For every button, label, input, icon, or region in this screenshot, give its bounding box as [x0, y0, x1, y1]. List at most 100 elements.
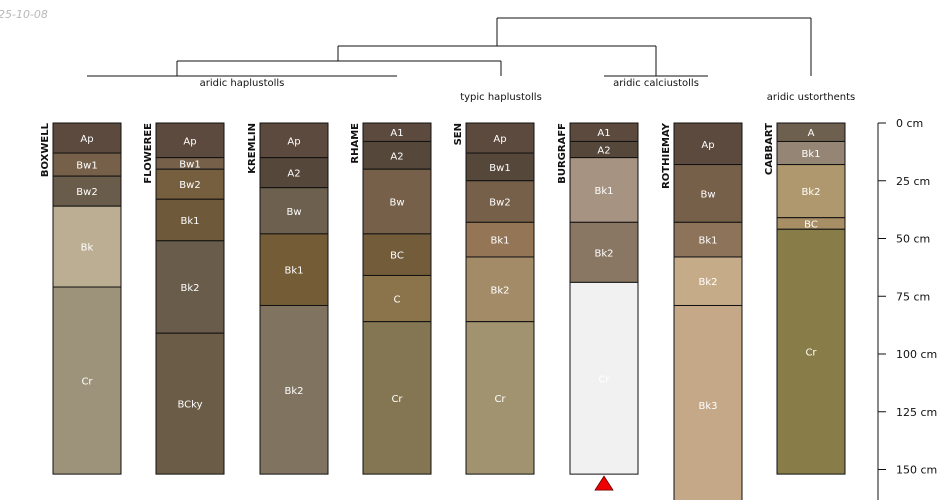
horizon-label: BC [804, 219, 818, 230]
horizon-block [52, 122, 122, 154]
horizon-label: Ap [701, 140, 714, 151]
soil-profile-kremlin: Ap A2 Bw Bk1 Bk2 KREMLIN [247, 122, 329, 475]
profile-name: KREMLIN [247, 123, 258, 174]
horizon-label: Cr [81, 377, 93, 388]
horizon-label: Bk2 [284, 386, 303, 397]
horizon-label: Bk3 [698, 401, 717, 412]
horizon-label: Ap [493, 134, 506, 145]
horizon-label: Bw2 [76, 187, 97, 198]
horizon-block [259, 187, 329, 235]
horizon-label: Bk1 [801, 149, 820, 160]
group-label: aridic calciustolls [613, 78, 699, 89]
depth-axis: 0 cm 25 cm 50 cm 75 cm 100 cm 125 cm 150 cm [877, 117, 937, 500]
horizon-label: A2 [597, 146, 610, 157]
horizon-block [259, 233, 329, 306]
depth-tick-label: 100 cm [896, 348, 937, 361]
horizon-block [673, 164, 743, 223]
horizon-block [569, 157, 639, 223]
horizon-label: Bk1 [180, 216, 199, 227]
profile-name: RHAME [350, 123, 361, 164]
horizon-label: Cr [805, 348, 817, 359]
horizon-block [569, 281, 639, 475]
horizon-label: Bk1 [284, 266, 303, 277]
profile-name: SEN [453, 123, 464, 145]
horizon-label: Cr [391, 394, 403, 405]
horizon-block [465, 221, 535, 258]
group-label: aridic haplustolls [200, 78, 285, 89]
horizon-block [52, 205, 122, 288]
horizon-block [776, 228, 846, 475]
horizon-block [155, 240, 225, 334]
horizon-block [155, 168, 225, 200]
horizon-label: Bw2 [179, 180, 200, 191]
horizon-label: Bw [286, 207, 301, 218]
horizon-block [465, 122, 535, 154]
horizon-label: Ap [183, 136, 196, 147]
horizon-label: A [808, 128, 815, 139]
horizon-block [52, 175, 122, 207]
horizon-label: A1 [390, 128, 403, 139]
horizon-label: Bk2 [801, 187, 820, 198]
soil-profile-rhame: A1 A2 Bw BC C Cr RHAME [350, 122, 432, 475]
horizon-label: BCky [177, 400, 202, 411]
horizon-label: Bw [389, 198, 404, 209]
horizon-block [259, 304, 329, 475]
horizon-block [362, 321, 432, 475]
soil-profile-boxwell: Ap Bw1 Bw2 Bk Cr BOXWELL [40, 122, 122, 475]
horizon-label: Bw2 [489, 198, 510, 209]
horizon-block [259, 157, 329, 189]
horizon-block [465, 256, 535, 323]
horizon-block [362, 274, 432, 323]
depth-tick-label: 0 cm [896, 117, 923, 130]
depth-tick-label: 50 cm [896, 233, 930, 246]
horizon-block [52, 286, 122, 475]
timestamp-label: 25-10-08 [0, 8, 48, 21]
horizon-label: Ap [80, 134, 93, 145]
horizon-block [362, 140, 432, 170]
horizon-label: BC [390, 251, 404, 262]
horizon-label: Bk1 [594, 186, 613, 197]
horizon-label: Bw1 [179, 159, 200, 170]
group-label: typic haplustolls [460, 92, 542, 103]
soil-profile-rothiemay: Ap Bw Bk1 Bk2 Bk3 ROTHIEMAY [661, 122, 743, 500]
horizon-label: Cr [494, 394, 506, 405]
profile-name: CABBART [764, 123, 775, 175]
horizon-label: Bw1 [489, 163, 510, 174]
horizon-label: Bw [700, 189, 715, 200]
horizon-label: Bk2 [180, 283, 199, 294]
horizon-label: A2 [287, 169, 300, 180]
horizon-block [155, 332, 225, 475]
depth-tick-label: 150 cm [896, 464, 937, 477]
horizon-label: Bk2 [490, 285, 509, 296]
horizon-block [465, 180, 535, 223]
horizon-label: Bw1 [76, 161, 97, 172]
profile-name: BOXWELL [40, 122, 51, 177]
soil-profiles: Ap Bw1 Bw2 Bk Cr BOXWELL Ap Bw1 Bw2 Bk1 Bk2 BCky FLO… [40, 122, 846, 500]
horizon-block [673, 256, 743, 306]
profile-name: BURGRAFF [557, 123, 568, 184]
horizon-block [362, 168, 432, 235]
dendrogram: aridic haplustolls typic haplustolls aridi… [87, 17, 855, 103]
soil-profile-floweree: Ap Bw1 Bw2 Bk1 Bk2 BCky FLOWEREE [143, 122, 225, 475]
horizon-label: Ap [287, 136, 300, 147]
horizon-label: C [394, 295, 401, 306]
horizon-block [776, 164, 846, 219]
profile-name: ROTHIEMAY [661, 122, 672, 189]
profile-name: FLOWEREE [143, 123, 154, 184]
depth-tick-label: 125 cm [896, 406, 937, 419]
truncation-marker-icon [594, 475, 614, 491]
group-label: aridic ustorthents [767, 92, 855, 103]
horizon-block [259, 122, 329, 159]
horizon-block [673, 304, 743, 500]
horizon-label: A2 [390, 151, 403, 162]
soil-profile-sen: Ap Bw1 Bw2 Bk1 Bk2 Cr SEN [453, 122, 535, 475]
horizon-label: Bk2 [594, 248, 613, 259]
horizon-block [465, 321, 535, 475]
depth-tick-label: 75 cm [896, 290, 930, 303]
soil-profile-cabbart: A Bk1 Bk2 BC Cr CABBART [764, 122, 846, 475]
horizon-label: A1 [597, 128, 610, 139]
horizon-block [362, 233, 432, 276]
horizon-block [673, 122, 743, 166]
horizon-block [465, 152, 535, 182]
